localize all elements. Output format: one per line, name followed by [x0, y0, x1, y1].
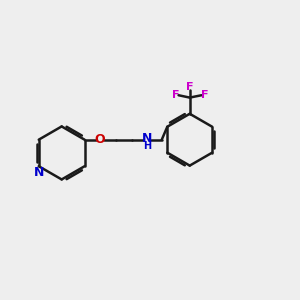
Text: N: N	[34, 166, 44, 178]
Text: H: H	[143, 141, 151, 151]
Text: F: F	[186, 82, 194, 92]
Text: F: F	[172, 90, 179, 100]
Text: O: O	[94, 133, 105, 146]
Text: F: F	[201, 90, 208, 100]
Text: N: N	[142, 132, 152, 145]
